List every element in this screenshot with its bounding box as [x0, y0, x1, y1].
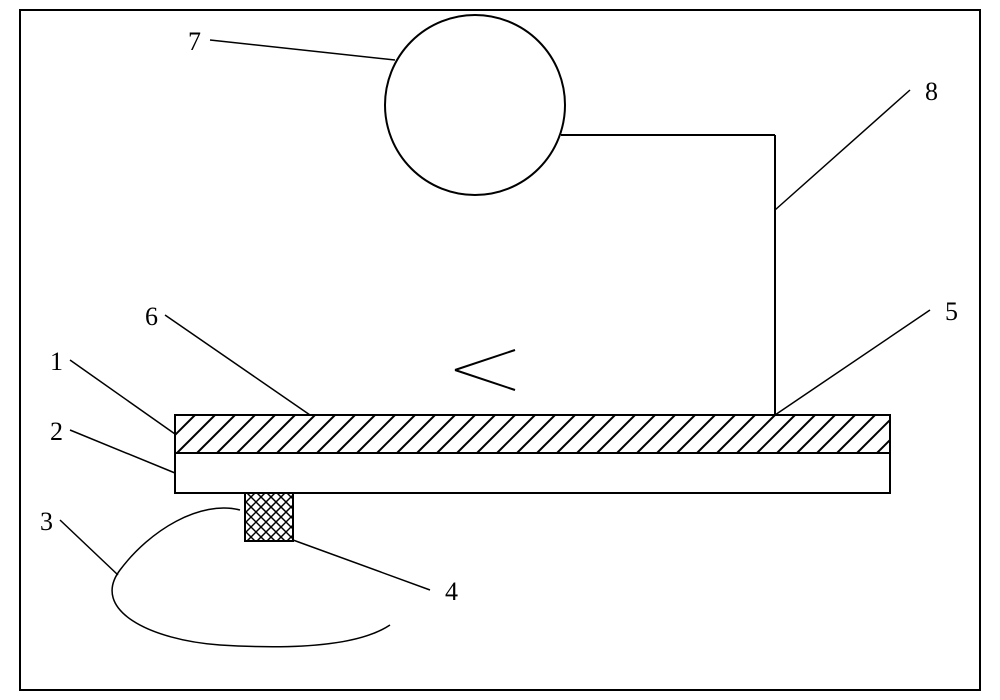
diagram-canvas: 1 2 3 4 5 6 7 8	[0, 0, 1000, 700]
svg-text:4: 4	[445, 577, 458, 606]
svg-text:6: 6	[145, 302, 158, 331]
svg-text:1: 1	[50, 347, 63, 376]
svg-text:2: 2	[50, 417, 63, 446]
svg-text:8: 8	[925, 77, 938, 106]
svg-text:5: 5	[945, 297, 958, 326]
svg-text:7: 7	[188, 27, 201, 56]
svg-text:3: 3	[40, 507, 53, 536]
block-4	[245, 493, 293, 541]
